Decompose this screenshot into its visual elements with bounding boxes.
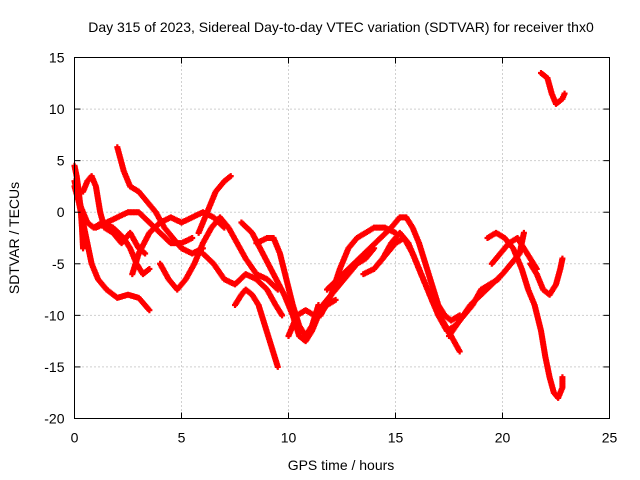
y-tick-label: -20 xyxy=(44,411,64,427)
y-axis-title: SDTVAR / TECUs xyxy=(6,182,22,294)
series-arc-23 xyxy=(538,69,568,107)
series-arc-21 xyxy=(484,229,566,401)
data-point xyxy=(279,312,286,319)
x-tick-label: 20 xyxy=(495,430,511,446)
y-tick-label: 5 xyxy=(57,153,65,169)
x-tick-labels: 0 5 10 15 20 25 xyxy=(71,430,618,446)
series-arc-16 xyxy=(324,214,463,324)
data-point xyxy=(520,229,527,236)
y-tick-label: 0 xyxy=(57,204,65,220)
x-tick-label: 5 xyxy=(178,430,186,446)
data-point xyxy=(559,255,566,262)
y-tick-label: -5 xyxy=(52,256,65,272)
plot-frame xyxy=(74,57,610,419)
data-point xyxy=(227,173,234,180)
series-arc-14 xyxy=(285,245,378,339)
y-tick-label: 15 xyxy=(49,50,65,66)
chart-title: Day 315 of 2023, Sidereal Day-to-day VTE… xyxy=(88,19,594,35)
series-arc-10 xyxy=(199,250,286,319)
axis-ticks xyxy=(74,57,610,419)
data-point xyxy=(274,363,281,370)
x-axis-title: GPS time / hours xyxy=(288,457,395,473)
series-arc-19 xyxy=(446,229,527,339)
x-tick-label: 10 xyxy=(281,430,297,446)
data-point xyxy=(146,265,153,272)
data-point xyxy=(559,374,566,381)
data-point xyxy=(146,307,153,314)
x-tick-label: 15 xyxy=(388,430,404,446)
data-point xyxy=(561,90,568,97)
data-point xyxy=(80,245,87,252)
series-arc-22 xyxy=(527,255,566,298)
y-tick-label: 10 xyxy=(49,101,65,117)
data-layer xyxy=(71,69,568,401)
x-tick-label: 0 xyxy=(71,430,79,446)
x-tick-label: 25 xyxy=(602,430,618,446)
series-arc-8 xyxy=(157,214,281,293)
y-tick-label: -15 xyxy=(44,359,64,375)
data-point xyxy=(332,296,339,303)
data-point xyxy=(456,348,463,355)
data-point xyxy=(189,235,196,241)
y-tick-labels: -20 -15 -10 -5 0 5 10 15 xyxy=(44,50,64,427)
series-arc-11 xyxy=(232,286,281,370)
series-arc-9 xyxy=(195,173,234,236)
series-arc-4 xyxy=(80,173,149,257)
data-point xyxy=(142,250,149,257)
series-arc-7 xyxy=(129,209,228,278)
y-tick-label: -10 xyxy=(44,307,64,323)
